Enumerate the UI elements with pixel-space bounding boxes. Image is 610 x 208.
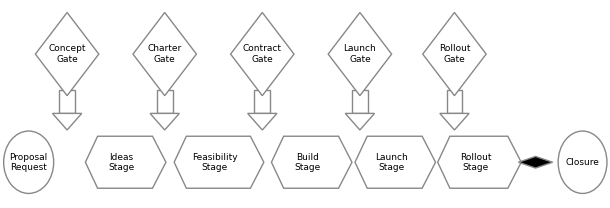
Text: Rollout
Stage: Rollout Stage xyxy=(460,152,491,172)
Text: Charter
Gate: Charter Gate xyxy=(148,44,182,64)
Polygon shape xyxy=(345,113,375,130)
Text: Launch
Gate: Launch Gate xyxy=(343,44,376,64)
Polygon shape xyxy=(59,90,75,113)
Polygon shape xyxy=(438,136,521,188)
Polygon shape xyxy=(518,156,553,168)
Text: Closure: Closure xyxy=(565,158,600,167)
Polygon shape xyxy=(271,136,352,188)
Polygon shape xyxy=(352,90,368,113)
Polygon shape xyxy=(35,12,99,96)
Polygon shape xyxy=(355,136,436,188)
Polygon shape xyxy=(328,12,392,96)
Text: Launch
Stage: Launch Stage xyxy=(375,152,407,172)
Polygon shape xyxy=(440,113,469,130)
Polygon shape xyxy=(231,12,294,96)
Polygon shape xyxy=(85,136,166,188)
Polygon shape xyxy=(447,90,462,113)
Ellipse shape xyxy=(4,131,54,193)
Ellipse shape xyxy=(558,131,607,193)
Polygon shape xyxy=(254,90,270,113)
Text: Contract
Gate: Contract Gate xyxy=(243,44,282,64)
Polygon shape xyxy=(248,113,277,130)
Text: Rollout
Gate: Rollout Gate xyxy=(439,44,470,64)
Polygon shape xyxy=(52,113,82,130)
Text: Build
Stage: Build Stage xyxy=(295,152,321,172)
Polygon shape xyxy=(133,12,196,96)
Text: Feasibility
Stage: Feasibility Stage xyxy=(192,152,238,172)
Polygon shape xyxy=(150,113,179,130)
Polygon shape xyxy=(423,12,486,96)
Text: Ideas
Stage: Ideas Stage xyxy=(109,152,135,172)
Polygon shape xyxy=(157,90,173,113)
Text: Concept
Gate: Concept Gate xyxy=(48,44,86,64)
Polygon shape xyxy=(174,136,264,188)
Text: Proposal
Request: Proposal Request xyxy=(10,152,48,172)
